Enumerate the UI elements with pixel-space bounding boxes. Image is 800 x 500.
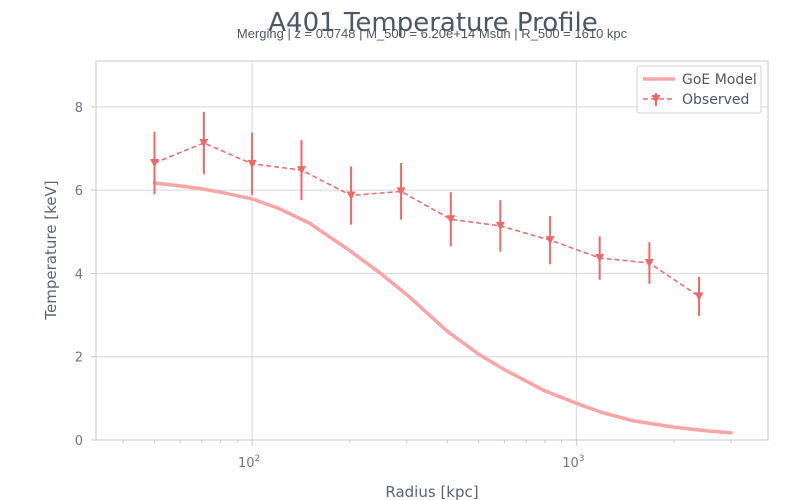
axis-ticks: 0 2 4 6 8 102 103	[75, 101, 732, 471]
legend-swatch-observed-marker	[651, 95, 661, 104]
observed-point	[150, 159, 160, 168]
legend-label-observed: Observed	[682, 92, 749, 108]
observed-point	[247, 159, 257, 169]
y-tick-label: 0	[75, 434, 83, 449]
legend: GoE Model Observed	[636, 65, 762, 114]
observed-point	[694, 292, 704, 301]
observed-point	[644, 258, 654, 268]
series	[150, 111, 733, 435]
legend-label-model: GoE Model	[682, 72, 757, 88]
observed-point	[446, 215, 456, 224]
chart-title: A401 Temperature Profile	[268, 8, 597, 38]
observed-point	[296, 166, 306, 175]
observed-point	[495, 221, 505, 231]
observed-point	[346, 191, 356, 201]
y-tick-label: 6	[75, 184, 83, 199]
y-tick-label: 4	[75, 267, 83, 282]
observed-point	[396, 187, 406, 196]
observed-line	[154, 142, 700, 297]
grid	[96, 61, 768, 441]
observed-point	[595, 253, 605, 263]
observed-point	[545, 236, 555, 245]
observed-point	[199, 139, 209, 148]
y-axis-label: Temperature [keV]	[42, 180, 60, 320]
x-tick-label: 103	[562, 454, 584, 471]
chart-subtitle: Merging | z = 0.0748 | M_500 = 6.20e+14 …	[237, 26, 628, 41]
model-curve	[152, 181, 733, 435]
y-tick-label: 2	[75, 351, 83, 366]
x-tick-label: 102	[238, 454, 260, 471]
y-tick-label: 8	[75, 101, 83, 116]
x-axis-label: Radius [kpc]	[385, 483, 478, 500]
plot-frame	[95, 60, 769, 441]
